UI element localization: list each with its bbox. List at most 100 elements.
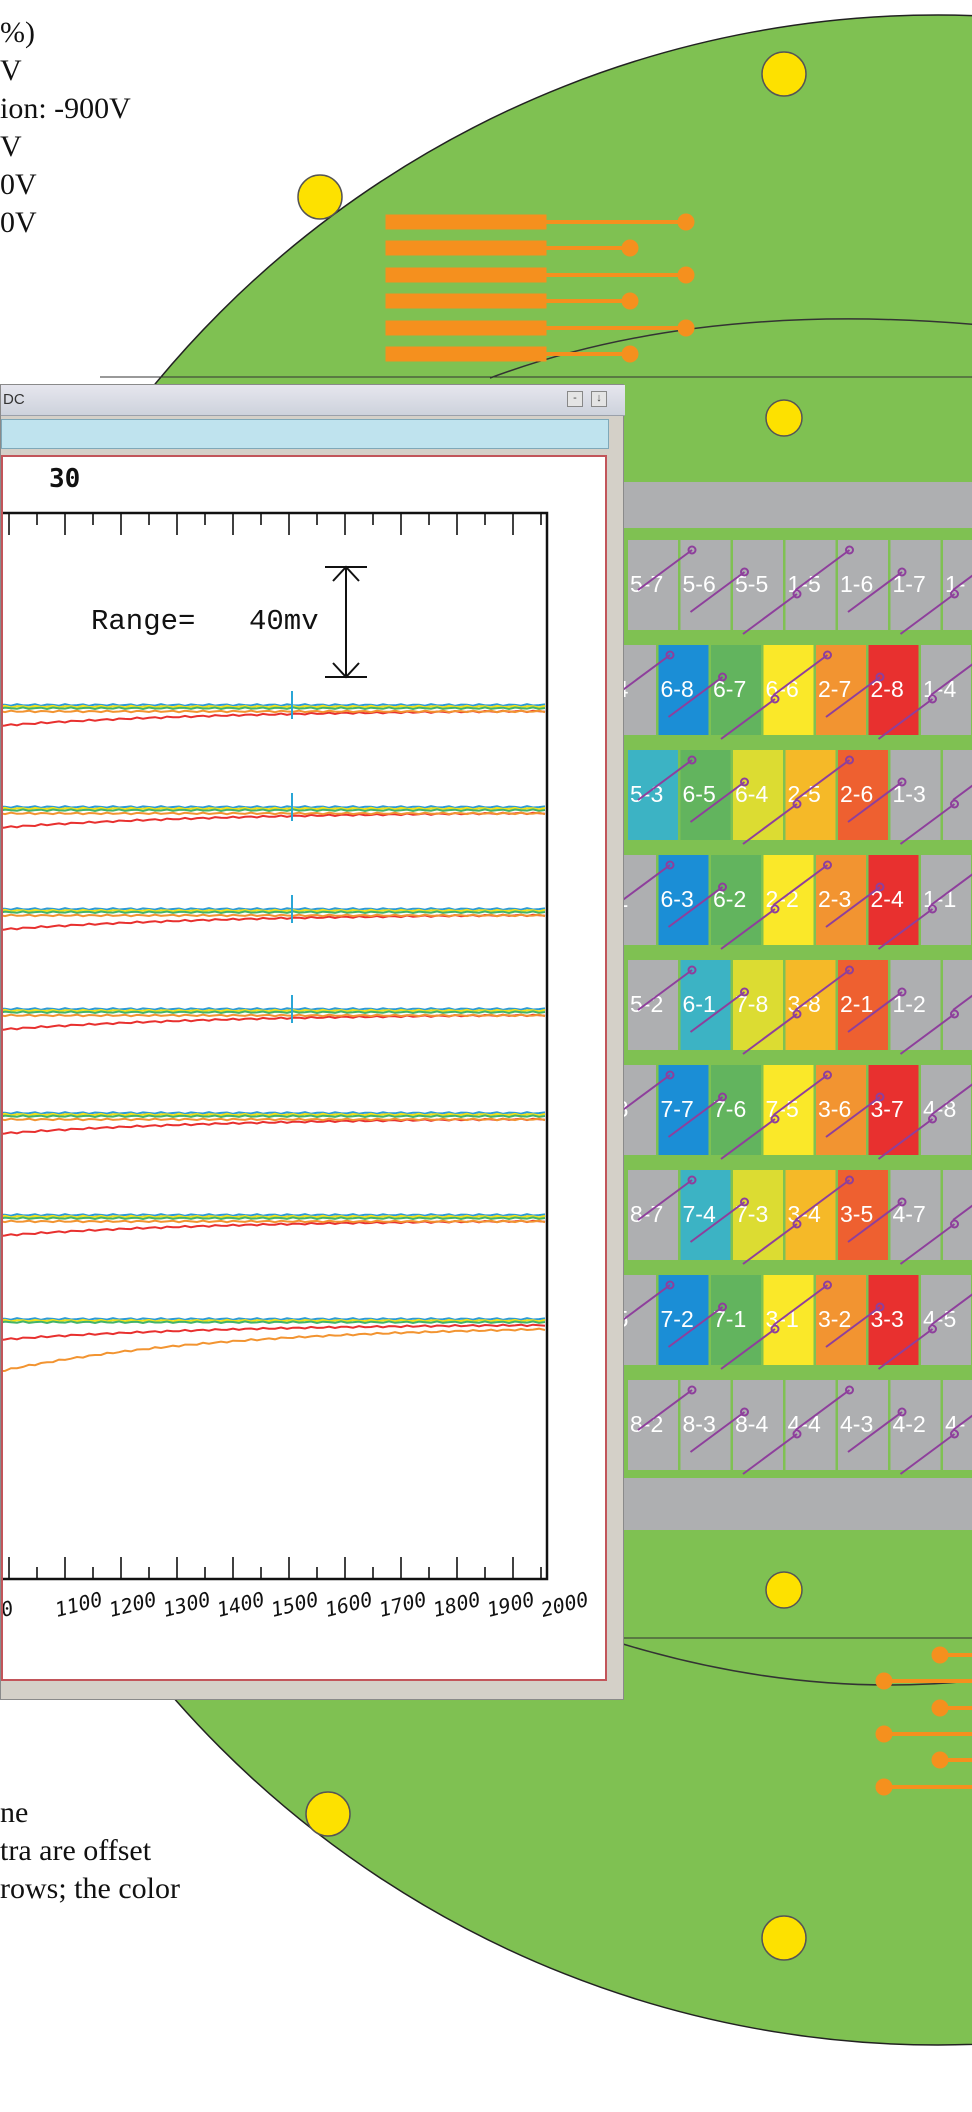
wire-bond [930,1293,972,1326]
wire-bond [877,908,934,950]
sensor-cell-label: 6-1 [683,991,716,1017]
waveform-trace [3,1114,546,1119]
sensor-cell [838,1170,888,1260]
waveform-traces [3,691,546,1372]
sensor-cell-grid: 5-75-65-51-51-61-71--46-86-76-62-72-81-4… [606,540,972,1470]
x-tick-label: 0 [3,1596,16,1622]
x-tick-label: 1800 [430,1587,483,1622]
sensor-cell [868,1065,919,1155]
resize-button[interactable]: ↓ [591,391,607,407]
plot-frame: 30 0 1100 1200 1300 1400 1500 1600 1700 1800 1900… [1,455,607,1681]
caption-line: ion: -900V [0,92,131,125]
wire-bond [952,1414,972,1431]
sensor-cell [733,960,783,1050]
sensor-cell-label: 1- [945,571,965,597]
wire-bond-pad [823,860,832,870]
wire-bond [930,1083,972,1116]
purple-wire-bonds [615,545,972,1475]
sensor-cell [890,960,941,1050]
sensor-cell [785,540,836,630]
sensor-cell [763,1065,814,1155]
orange-connector-bottom [875,1646,972,1796]
wire-bond-pad [950,799,959,809]
wire-bond [952,1204,972,1221]
wire-bond [899,1013,956,1055]
wire-bond [794,969,851,1011]
wire-bond-pad [687,755,697,765]
wire-bond [615,1074,671,1116]
wire-bond-pad [845,965,854,975]
sensor-cell [733,1170,783,1260]
sensor-cell [680,1170,731,1260]
wire-bond-pad [950,589,959,599]
wire-bond [720,698,776,740]
wire-bond [847,781,903,823]
sensor-cell [711,1275,761,1365]
bottom-caption: ne tra are offset rows; the color [0,1794,180,1908]
sensor-cell [785,750,836,840]
sensor-cell [658,645,709,735]
top-ticks [8,513,542,535]
wire-bond-pad [897,987,907,997]
x-tick-label: 1700 [376,1587,429,1622]
sensor-cell [868,1275,919,1365]
wire-bond-pad [792,1009,802,1019]
window-titlebar[interactable]: DC - ↓ [1,385,625,416]
mount-pad [761,51,807,97]
wire-bond [899,1223,956,1265]
wire-bond-pad [875,882,885,892]
wire-bond [637,969,693,1011]
wire-bond [615,654,671,696]
minimize-button[interactable]: - [567,391,583,407]
wire-bond [794,549,851,591]
mount-pad [761,1915,807,1961]
wire-bond-pad [845,1385,854,1395]
sensor-cell [785,1170,836,1260]
sensor-cell-label: 1-6 [840,571,873,597]
sensor-cell [733,750,783,840]
plot-area [3,511,549,1581]
waveform-trace [3,1013,546,1018]
wire-bond-pad [687,1385,697,1395]
wire-bond-pad [665,1070,675,1080]
wire-bond [742,593,798,635]
mount-pad [297,174,343,220]
waveform-trace [3,1010,546,1015]
mount-pad [305,1791,351,1837]
range-indicator [325,565,367,679]
sensor-cell [921,645,971,735]
waveform-trace [3,1320,546,1325]
sensor-cell [868,855,919,945]
sensor-cell [733,540,783,630]
wire-bond-pad [845,755,854,765]
x-tick-label: 1600 [322,1587,375,1622]
sensor-cell [628,540,678,630]
wire-bond [847,1411,903,1453]
sensor-cell [628,1380,678,1470]
wire-bond-pad [740,1407,749,1417]
wire-bond [637,549,693,591]
sensor-cell [816,1065,866,1155]
wire-bond-pad [897,777,907,787]
sensor-cell [711,855,761,945]
wire-bond-pad [875,1092,885,1102]
sensor-cell [658,855,709,945]
bottom-ticks [8,1557,542,1579]
board-arc-top [489,318,972,379]
sensor-cell [785,1380,836,1470]
sensor-cell-label: 4- [945,1411,965,1437]
caption-line: 0V [0,206,37,239]
wire-bond [667,1306,724,1348]
wire-bond [930,663,972,696]
wire-bond-pad [740,777,749,787]
sensor-cell [943,750,972,840]
wire-bond-pad [770,1324,780,1334]
sensor-cell-label: 7-2 [661,1306,694,1332]
wire-bond [667,1096,724,1138]
sensor-cell [763,645,814,735]
top-caption: %) V ion: -900V V 0V 0V [0,14,131,242]
wire-bond-pad [740,567,749,577]
x-tick-label: 1300 [160,1587,213,1622]
waveform-trace [3,907,546,911]
wire-bond [825,886,881,928]
